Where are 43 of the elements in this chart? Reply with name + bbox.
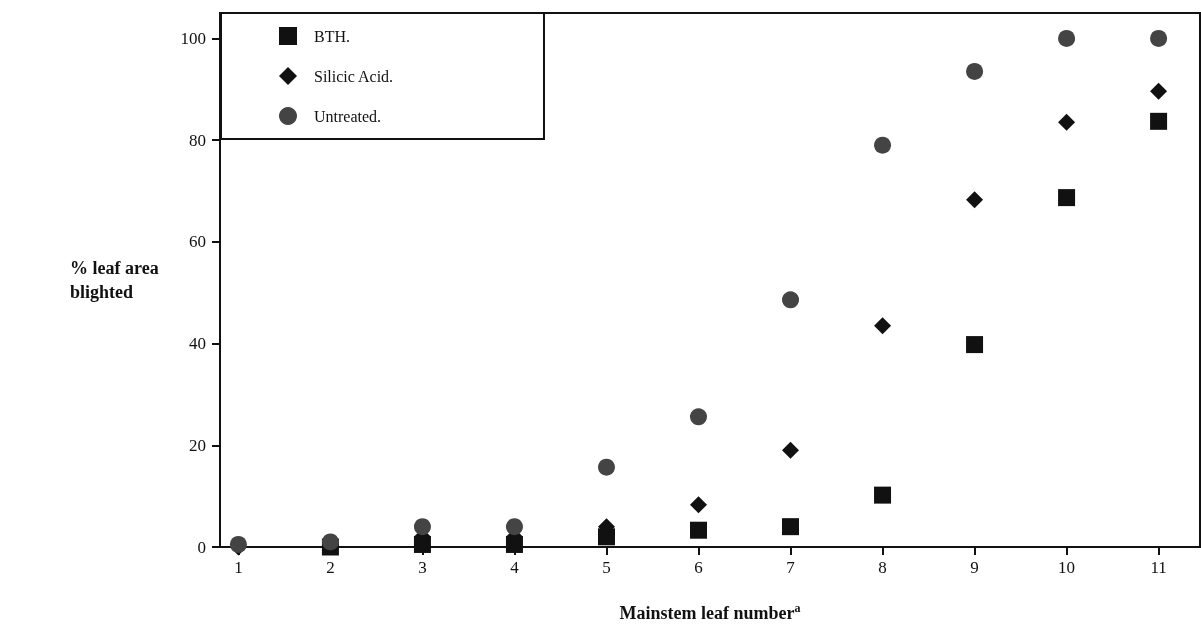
x-tick-label: 7: [786, 558, 796, 577]
point: [1150, 29, 1168, 47]
point: [690, 521, 707, 539]
point: [598, 458, 615, 476]
x-tick-label: 3: [418, 558, 427, 577]
point: [874, 486, 892, 504]
x-tick-label: 11: [1150, 558, 1167, 577]
point: [1150, 82, 1168, 100]
point: [966, 336, 984, 354]
point: [690, 496, 707, 514]
point: [966, 62, 984, 80]
y-tick-label: 100: [180, 28, 206, 48]
y-tick-label: 80: [189, 130, 206, 150]
point: [782, 291, 800, 309]
point: [966, 191, 984, 209]
x-tick-label: 8: [878, 558, 887, 577]
point: [690, 408, 707, 426]
point: [782, 441, 800, 459]
x-tick-label: 10: [1058, 558, 1076, 577]
point: [413, 518, 431, 536]
y-tick-label: 40: [189, 334, 206, 354]
point: [782, 518, 800, 536]
point: [1058, 189, 1076, 207]
point: [505, 518, 523, 536]
legend-label: Untreated.: [314, 107, 382, 125]
point: [1058, 113, 1076, 131]
x-tick-label: 2: [326, 558, 335, 577]
legend-label: BTH.: [314, 27, 350, 45]
point: [874, 136, 892, 154]
y-tick-label: 60: [189, 232, 206, 252]
point: [874, 317, 892, 335]
x-tick-label: 5: [602, 558, 611, 577]
y-tick-label: 20: [189, 435, 206, 455]
y-tick-label: 0: [197, 537, 206, 557]
x-tick-label: 9: [970, 558, 979, 577]
x-tick-label: 1: [234, 558, 243, 577]
legend-label: Silicic Acid.: [314, 67, 394, 85]
point: [1150, 112, 1168, 130]
point: [1058, 29, 1076, 47]
x-tick-label: 4: [510, 558, 520, 577]
point: [321, 533, 339, 551]
y-axis-title: % leaf area blighted: [70, 258, 159, 302]
x-tick-label: 6: [694, 558, 703, 577]
